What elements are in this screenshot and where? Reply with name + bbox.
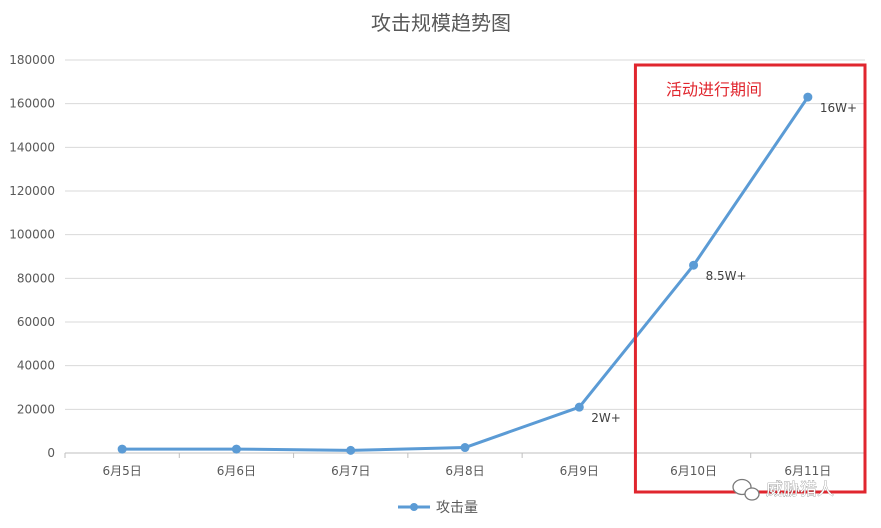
data-label: 16W+ bbox=[820, 101, 857, 115]
legend[interactable]: 攻击量 bbox=[398, 500, 478, 516]
y-tick-label: 40000 bbox=[17, 359, 55, 373]
x-tick-label: 6月7日 bbox=[331, 464, 370, 478]
y-tick-label: 160000 bbox=[9, 97, 55, 111]
y-axis: 0 20000 40000 60000 80000 100000 120000 140000 1… bbox=[9, 53, 55, 460]
grid bbox=[65, 60, 865, 453]
x-axis: 6月5日 6月6日 6月7日 6月8日 6月9日 6月10日 6月11日 bbox=[65, 453, 865, 478]
chart-title: 攻击规模趋势图 bbox=[371, 11, 511, 35]
legend-marker-icon bbox=[410, 503, 418, 511]
y-tick-label: 120000 bbox=[9, 184, 55, 198]
x-tick-label: 6月11日 bbox=[784, 464, 831, 478]
y-tick-label: 60000 bbox=[17, 315, 55, 329]
data-point bbox=[575, 403, 584, 412]
watermark-text: 威胁猎人 bbox=[766, 480, 834, 500]
data-point bbox=[803, 93, 812, 102]
y-tick-label: 180000 bbox=[9, 53, 55, 67]
data-point bbox=[689, 261, 698, 270]
highlight-label: 活动进行期间 bbox=[666, 80, 762, 99]
data-point bbox=[461, 443, 470, 452]
y-tick-label: 0 bbox=[47, 446, 55, 460]
wechat-icon bbox=[733, 480, 759, 501]
y-tick-label: 140000 bbox=[9, 140, 55, 154]
data-point bbox=[346, 446, 355, 455]
watermark: 威胁猎人 bbox=[733, 480, 834, 501]
data-label: 2W+ bbox=[591, 411, 621, 425]
x-tick-label: 6月8日 bbox=[445, 464, 484, 478]
y-tick-label: 80000 bbox=[17, 271, 55, 285]
data-point bbox=[232, 445, 241, 454]
x-tick-label: 6月6日 bbox=[217, 464, 256, 478]
y-tick-label: 100000 bbox=[9, 228, 55, 242]
x-tick-label: 6月9日 bbox=[560, 464, 599, 478]
x-tick-label: 6月10日 bbox=[670, 464, 717, 478]
data-label: 8.5W+ bbox=[706, 269, 747, 283]
x-tick-label: 6月5日 bbox=[103, 464, 142, 478]
data-labels: 2W+ 8.5W+ 16W+ bbox=[591, 101, 857, 425]
y-tick-label: 20000 bbox=[17, 402, 55, 416]
data-point bbox=[118, 445, 127, 454]
legend-label: 攻击量 bbox=[436, 500, 478, 516]
